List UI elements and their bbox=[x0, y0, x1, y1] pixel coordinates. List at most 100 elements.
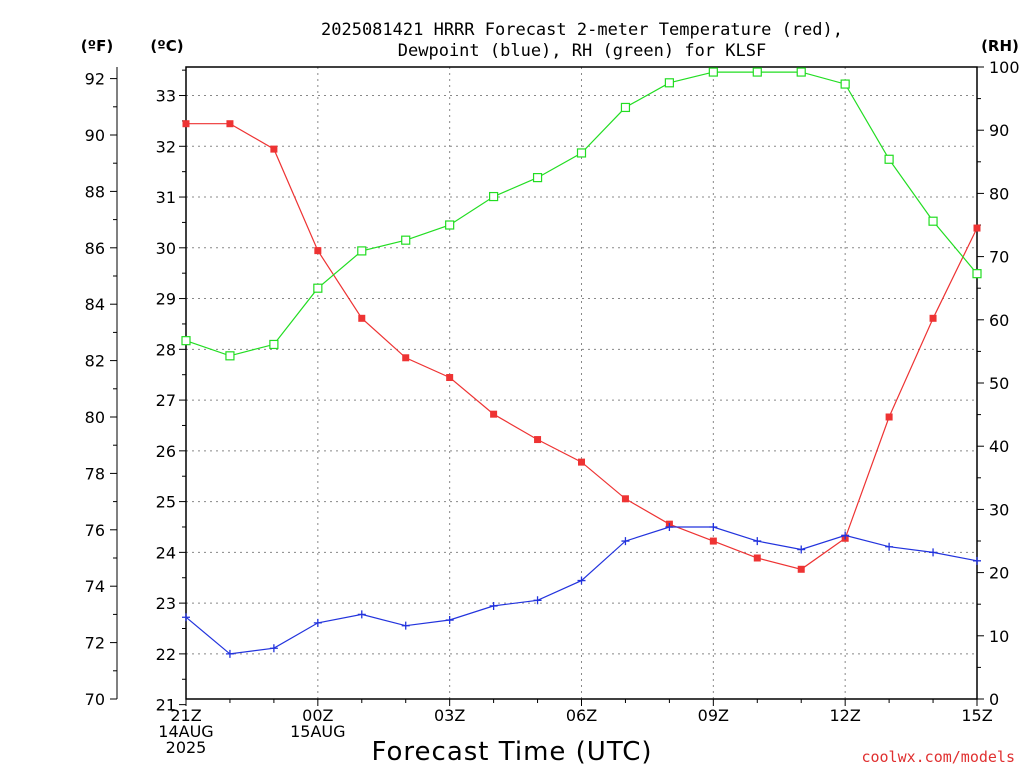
dewpoint-point bbox=[929, 548, 938, 557]
rh-point bbox=[401, 235, 411, 245]
x-tick-label: 14AUG bbox=[158, 722, 213, 741]
temperature-point bbox=[402, 354, 410, 362]
x-tick-label: 09Z bbox=[698, 706, 729, 725]
unit-label-f: (ºF) bbox=[81, 37, 113, 55]
rh-point bbox=[752, 67, 762, 77]
f-tick-label: 78 bbox=[85, 464, 105, 483]
x-tick-label: 2025 bbox=[166, 738, 207, 757]
rh-tick-label: 60 bbox=[989, 311, 1009, 330]
rh-point bbox=[357, 246, 367, 256]
f-tick-label: 70 bbox=[85, 690, 105, 709]
rh-point bbox=[972, 269, 982, 279]
f-tick-label: 76 bbox=[85, 521, 105, 540]
unit-label-rh: (RH) bbox=[981, 37, 1019, 55]
dewpoint-point bbox=[665, 522, 674, 531]
rh-point bbox=[489, 191, 499, 202]
rh-point bbox=[884, 154, 894, 164]
c-tick-label: 28 bbox=[156, 340, 176, 359]
c-tick-label: 32 bbox=[156, 137, 176, 156]
rh-point bbox=[576, 148, 587, 158]
f-tick-label: 92 bbox=[85, 70, 105, 89]
temperature-point bbox=[709, 537, 717, 545]
dewpoint-point bbox=[225, 649, 234, 658]
dewpoint-point bbox=[313, 618, 322, 627]
c-tick-label: 24 bbox=[156, 543, 176, 562]
rh-tick-label: 20 bbox=[989, 564, 1009, 583]
unit-label-c: (ºC) bbox=[150, 37, 183, 55]
rh-point bbox=[532, 173, 543, 183]
dewpoint-point bbox=[885, 542, 894, 551]
rh-point bbox=[181, 336, 191, 346]
temperature-point bbox=[973, 224, 981, 232]
rh-point bbox=[840, 79, 850, 89]
c-tick-label: 29 bbox=[156, 290, 176, 309]
x-tick-label: 06Z bbox=[566, 706, 597, 725]
dewpoint-point bbox=[269, 644, 278, 653]
temperature-point bbox=[182, 120, 190, 128]
rh-tick-label: 100 bbox=[989, 58, 1020, 77]
f-tick-label: 72 bbox=[85, 634, 105, 653]
dewpoint-point bbox=[401, 621, 410, 630]
rh-point bbox=[313, 283, 323, 293]
x-axis-title: Forecast Time (UTC) bbox=[371, 737, 652, 767]
dewpoint-point bbox=[753, 537, 762, 546]
temperature-point bbox=[885, 413, 893, 421]
rh-tick-label: 10 bbox=[989, 627, 1009, 646]
rh-tick-label: 50 bbox=[989, 374, 1009, 393]
f-tick-label: 80 bbox=[85, 408, 105, 427]
f-tick-label: 84 bbox=[85, 295, 105, 314]
rh-point bbox=[269, 339, 279, 350]
temperature-point bbox=[314, 247, 322, 255]
rh-point bbox=[796, 67, 806, 77]
dewpoint-point bbox=[533, 596, 542, 605]
f-tick-label: 88 bbox=[85, 182, 105, 201]
rh-point bbox=[664, 78, 674, 88]
f-tick-label: 90 bbox=[85, 126, 105, 145]
c-tick-label: 31 bbox=[156, 188, 176, 207]
rh-tick-label: 70 bbox=[989, 248, 1009, 267]
rh-point bbox=[928, 216, 938, 226]
temperature-point bbox=[490, 410, 498, 418]
temperature-point bbox=[226, 120, 234, 128]
f-tick-label: 74 bbox=[85, 577, 105, 596]
x-tick-label: 15Z bbox=[961, 706, 992, 725]
rh-tick-label: 40 bbox=[989, 437, 1009, 456]
c-tick-label: 26 bbox=[156, 442, 176, 461]
dewpoint-point bbox=[621, 537, 630, 546]
dewpoint-point bbox=[357, 610, 366, 619]
x-tick-label: 15AUG bbox=[290, 722, 345, 741]
dewpoint-point bbox=[709, 522, 718, 531]
temperature-point bbox=[797, 565, 805, 573]
c-tick-label: 23 bbox=[156, 594, 176, 613]
dewpoint-point bbox=[577, 576, 586, 585]
rh-tick-label: 0 bbox=[989, 690, 999, 709]
x-tick-label: 03Z bbox=[434, 706, 465, 725]
c-tick-label: 33 bbox=[156, 87, 176, 106]
axes: 70 72 74 76 78 80 82 84 86 88 90 92 21 22 23 24 25 26 27 28… bbox=[85, 58, 1020, 757]
rh-tick-label: 80 bbox=[989, 184, 1009, 203]
rh-point bbox=[620, 102, 631, 113]
dewpoint-point bbox=[841, 531, 850, 540]
series-layer bbox=[181, 67, 982, 658]
temperature-point bbox=[621, 495, 629, 503]
rh-tick-label: 90 bbox=[989, 121, 1009, 140]
c-tick-label: 25 bbox=[156, 493, 176, 512]
x-tick-label: 00Z bbox=[302, 706, 333, 725]
temperature-point bbox=[270, 145, 278, 153]
dewpoint-point bbox=[489, 601, 498, 610]
x-tick-label: 21Z bbox=[170, 706, 201, 725]
temperature-point bbox=[753, 554, 761, 562]
temperature-point bbox=[578, 458, 585, 466]
temperature-point bbox=[446, 374, 454, 382]
c-tick-label: 21 bbox=[156, 696, 176, 715]
c-tick-label: 27 bbox=[156, 391, 176, 410]
rh-point bbox=[445, 220, 455, 230]
watermark: coolwx.com/models bbox=[861, 748, 1015, 766]
dewpoint-point bbox=[797, 545, 806, 554]
f-tick-label: 82 bbox=[85, 352, 105, 371]
temperature-point bbox=[929, 314, 937, 322]
temperature-point bbox=[534, 436, 542, 444]
rh-point bbox=[708, 67, 718, 77]
c-tick-label: 30 bbox=[156, 239, 176, 258]
